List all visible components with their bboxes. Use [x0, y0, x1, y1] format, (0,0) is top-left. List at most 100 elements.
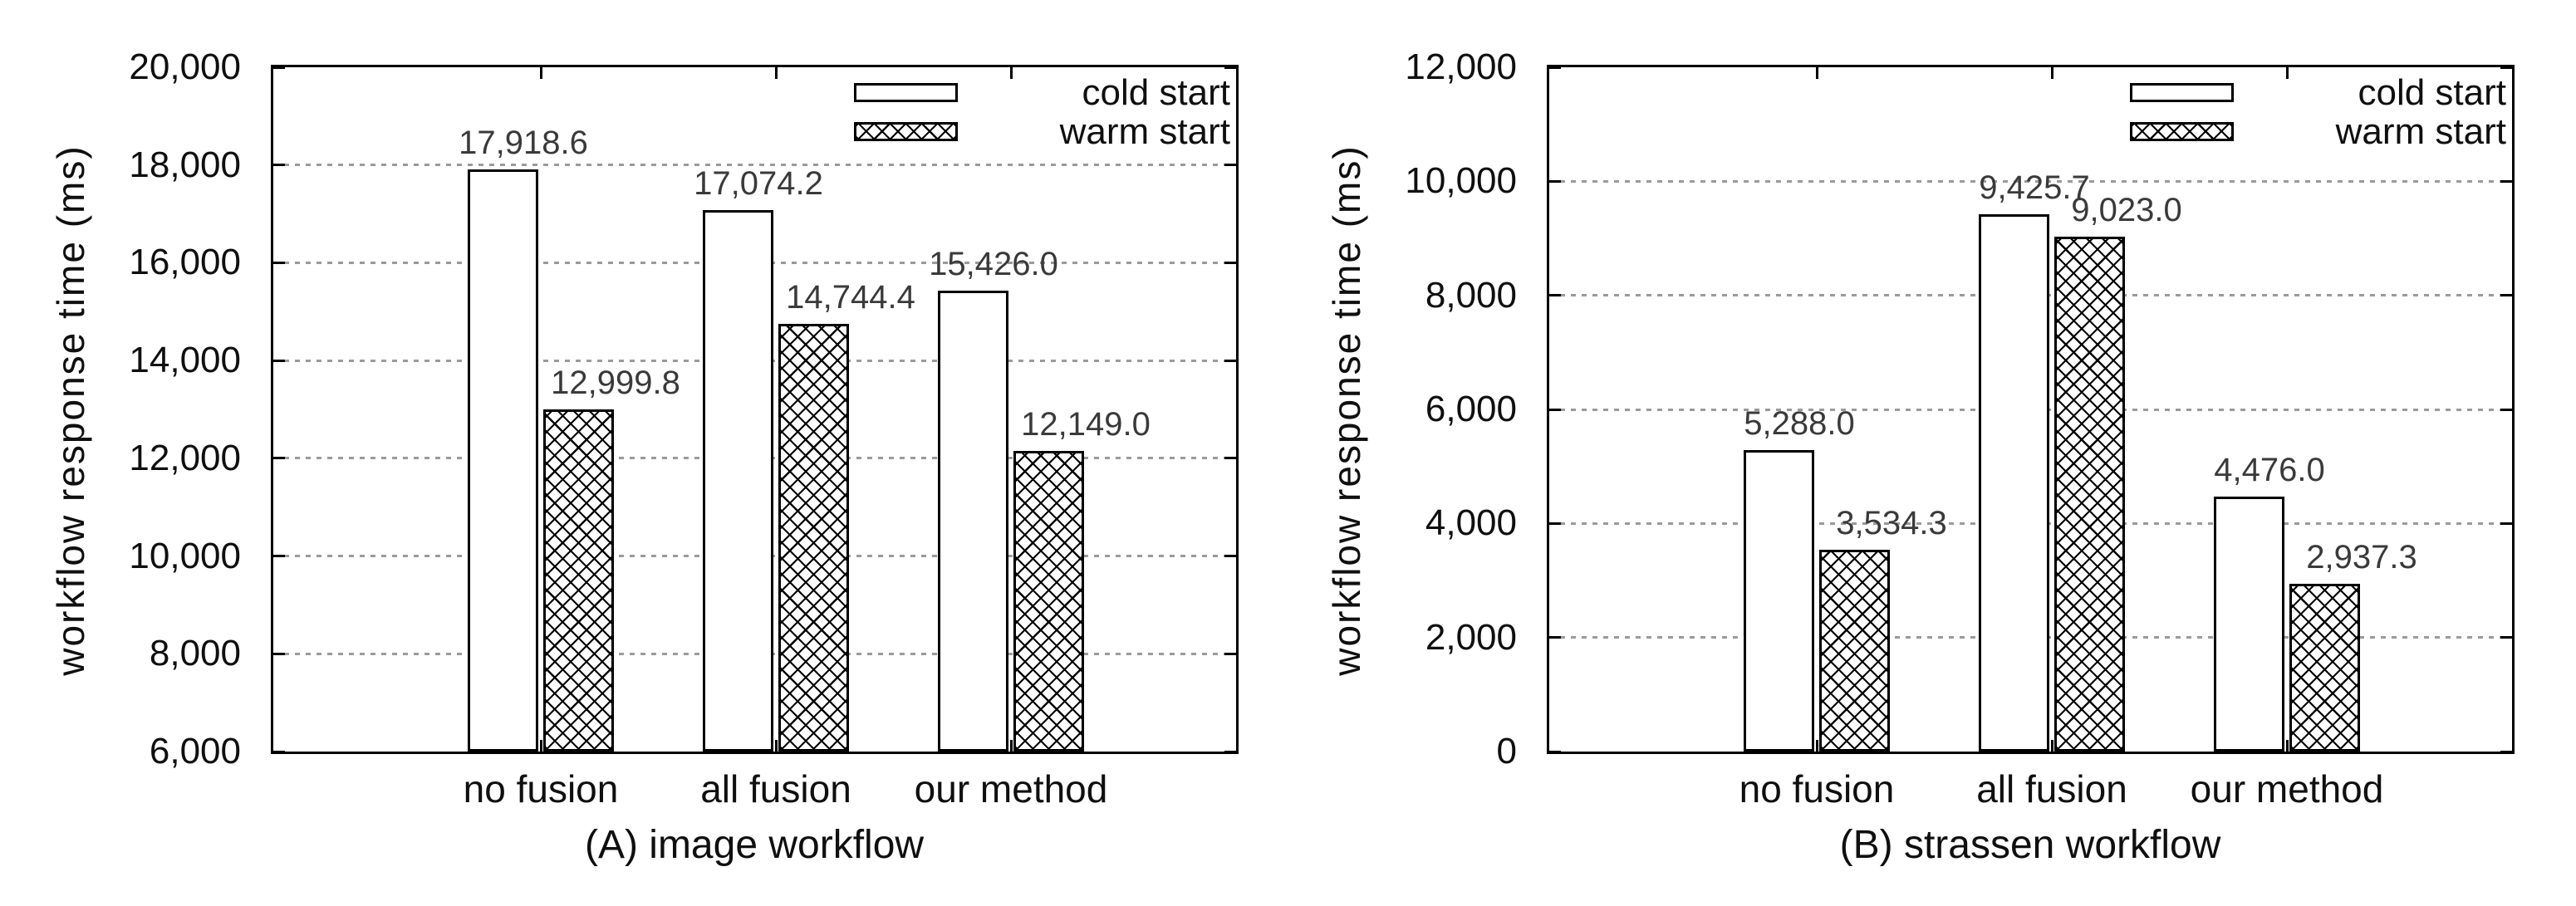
y-tick-mark-right	[2500, 750, 2512, 753]
y-tick-mark-left	[1549, 408, 1561, 411]
y-tick-label: 18,000	[129, 144, 241, 185]
y-tick-mark-right	[2500, 636, 2512, 639]
y-tick-mark-left	[273, 164, 285, 167]
bar-cold-start	[703, 210, 773, 752]
h-gridline	[273, 164, 1236, 167]
bar-value-label: 5,288.0	[1744, 404, 1855, 442]
y-tick-label: 10,000	[1405, 160, 1517, 202]
legend-swatch-cold-start	[854, 83, 958, 102]
bar-value-label: 17,918.6	[459, 124, 588, 161]
x-category-label: our method	[2190, 767, 2384, 811]
y-tick-label: 14,000	[129, 340, 241, 381]
y-tick-mark-right	[1224, 750, 1236, 753]
bar-cold-start	[2214, 496, 2284, 752]
bar-warm-start	[2289, 584, 2360, 752]
y-tick-mark-left	[273, 261, 285, 264]
x-tick-mark-bottom	[2050, 740, 2053, 752]
y-tick-mark-right	[1224, 555, 1236, 558]
x-tick-mark-top	[1815, 67, 1818, 79]
bar-warm-start	[543, 409, 614, 752]
y-tick-mark-left	[273, 359, 285, 362]
y-tick-label: 12,000	[1405, 47, 1517, 87]
chart-panel-image-workflow: workflow response time (ms) 17,918.6 17,0…	[0, 0, 1280, 906]
y-tick-mark-right	[1224, 359, 1236, 362]
bar-value-label: 9,425.7	[1979, 169, 2090, 206]
x-tick-mark-top	[1009, 67, 1013, 79]
x-tick-mark-bottom	[774, 740, 778, 752]
bar-value-label: 9,023.0	[2071, 192, 2182, 229]
legend-label-cold-start: cold start	[2358, 72, 2506, 113]
y-tick-label: 2,000	[1425, 616, 1517, 658]
y-tick-label: 6,000	[149, 731, 241, 771]
y-tick-mark-left	[1549, 179, 1561, 183]
x-category-label: no fusion	[463, 767, 619, 811]
bar-value-label: 3,534.3	[1836, 505, 1947, 542]
chart-caption: (A) image workflow	[584, 823, 925, 867]
bar-cold-start	[1979, 213, 2049, 752]
y-tick-label: 12,000	[129, 437, 241, 478]
y-tick-label: 8,000	[1425, 274, 1517, 316]
plot-area: 17,918.6 17,074.2 15,426.0 12,999.8 14,744.4…	[271, 65, 1239, 754]
x-tick-mark-bottom	[1009, 740, 1013, 752]
y-tick-mark-left	[1549, 636, 1561, 639]
x-tick-mark-bottom	[539, 740, 542, 752]
plot-area: 5,288.0 9,425.7 4,476.0 3,534.3 9,023.0 2,937…	[1547, 65, 2515, 754]
x-category-label: all fusion	[700, 767, 851, 811]
y-tick-mark-right	[1224, 652, 1236, 655]
y-tick-mark-right	[1224, 66, 1236, 69]
bar-value-label: 12,149.0	[1021, 406, 1151, 443]
x-category-label: our method	[914, 767, 1108, 811]
bar-cold-start	[468, 169, 538, 752]
bar-warm-start	[1819, 550, 1890, 752]
y-tick-mark-right	[2500, 522, 2512, 525]
y-tick-mark-left	[273, 66, 285, 69]
y-tick-mark-right	[2500, 294, 2512, 297]
x-tick-mark-bottom	[2285, 740, 2289, 752]
legend-swatch-warm-start	[2130, 122, 2234, 141]
y-tick-mark-left	[273, 555, 285, 558]
x-tick-mark-bottom	[1815, 740, 1818, 752]
x-category-label: no fusion	[1739, 767, 1895, 811]
bar-value-label: 2,937.3	[2306, 539, 2417, 576]
bar-value-label: 12,999.8	[551, 365, 680, 401]
y-tick-mark-left	[273, 457, 285, 460]
y-tick-label: 8,000	[149, 633, 241, 674]
legend-label-cold-start: cold start	[1082, 72, 1230, 113]
bar-cold-start	[1744, 449, 1814, 752]
y-tick-mark-left	[273, 750, 285, 753]
y-tick-label: 20,000	[129, 47, 241, 87]
legend-swatch-cold-start	[2130, 83, 2234, 102]
bar-value-label: 15,426.0	[929, 246, 1058, 283]
x-tick-mark-top	[774, 67, 778, 79]
y-tick-label: 16,000	[129, 242, 241, 283]
x-tick-mark-top	[2050, 67, 2053, 79]
bar-warm-start	[1013, 451, 1084, 752]
bar-cold-start	[938, 291, 1008, 752]
y-tick-mark-right	[1224, 457, 1236, 460]
y-tick-label: 6,000	[1425, 389, 1517, 429]
x-tick-mark-top	[539, 67, 542, 79]
y-tick-mark-left	[1549, 294, 1561, 297]
y-tick-label: 10,000	[129, 535, 241, 576]
y-tick-mark-left	[1549, 66, 1561, 69]
legend-label-warm-start: warm start	[1059, 111, 1230, 152]
y-tick-mark-left	[1549, 522, 1561, 525]
y-tick-mark-left	[273, 652, 285, 655]
bar-warm-start	[778, 324, 849, 752]
x-tick-mark-top	[2285, 67, 2289, 79]
y-tick-mark-left	[1549, 750, 1561, 753]
h-gridline	[1549, 179, 2512, 183]
y-tick-mark-right	[2500, 66, 2512, 69]
legend-swatch-warm-start	[854, 122, 958, 141]
bar-value-label: 4,476.0	[2214, 451, 2325, 488]
y-tick-label: 4,000	[1425, 502, 1517, 544]
y-tick-label: 0	[1496, 731, 1517, 771]
y-tick-mark-right	[2500, 179, 2512, 183]
x-category-label: all fusion	[1976, 767, 2127, 811]
y-tick-mark-right	[1224, 261, 1236, 264]
bar-warm-start	[2054, 237, 2125, 752]
chart-panel-strassen-workflow: workflow response time (ms) 5,288.0 9,425…	[1276, 0, 2556, 906]
y-tick-mark-right	[1224, 164, 1236, 167]
legend-label-warm-start: warm start	[2335, 111, 2506, 152]
